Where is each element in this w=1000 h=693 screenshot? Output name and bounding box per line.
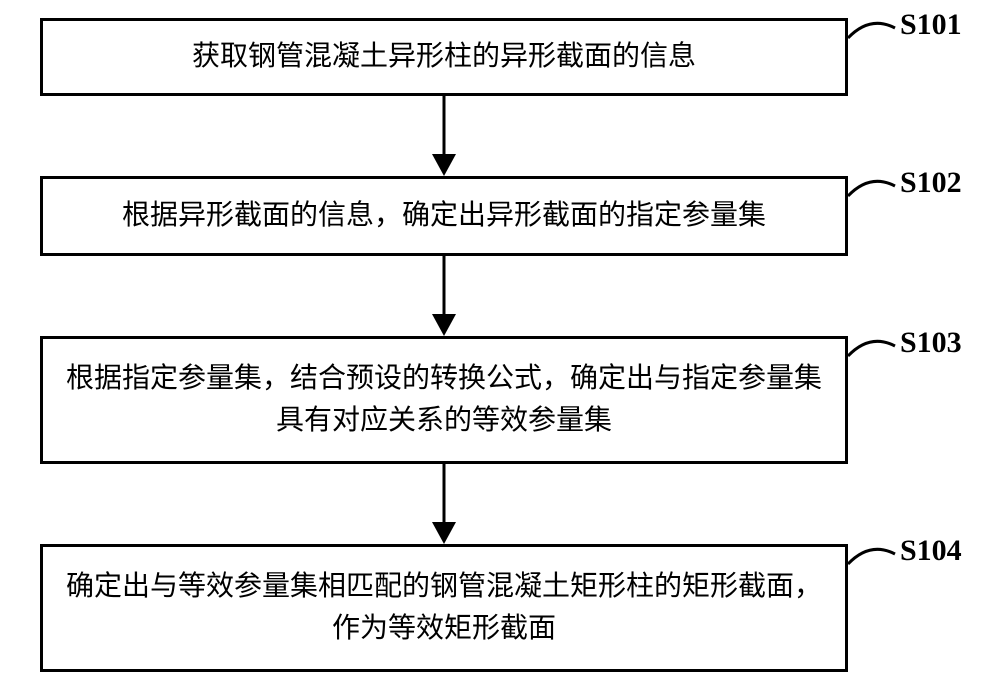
step-text: 获取钢管混凝土异形柱的异形截面的信息 [192, 36, 696, 78]
step-text: 根据指定参量集，结合预设的转换公式，确定出与指定参量集具有对应关系的等效参量集 [63, 358, 825, 442]
step-label-s104: S104 [900, 534, 962, 568]
step-label-s102: S102 [900, 166, 962, 200]
step-box-s101: 获取钢管混凝土异形柱的异形截面的信息 [40, 18, 848, 96]
step-label-s103: S103 [900, 326, 962, 360]
step-text: 确定出与等效参量集相匹配的钢管混凝土矩形柱的矩形截面，作为等效矩形截面 [63, 566, 825, 650]
step-box-s103: 根据指定参量集，结合预设的转换公式，确定出与指定参量集具有对应关系的等效参量集 [40, 336, 848, 464]
flowchart-container: 获取钢管混凝土异形柱的异形截面的信息 S101 根据异形截面的信息，确定出异形截… [0, 0, 1000, 693]
step-label-s101: S101 [900, 8, 962, 42]
step-text: 根据异形截面的信息，确定出异形截面的指定参量集 [122, 195, 766, 237]
step-box-s104: 确定出与等效参量集相匹配的钢管混凝土矩形柱的矩形截面，作为等效矩形截面 [40, 544, 848, 672]
step-box-s102: 根据异形截面的信息，确定出异形截面的指定参量集 [40, 176, 848, 256]
